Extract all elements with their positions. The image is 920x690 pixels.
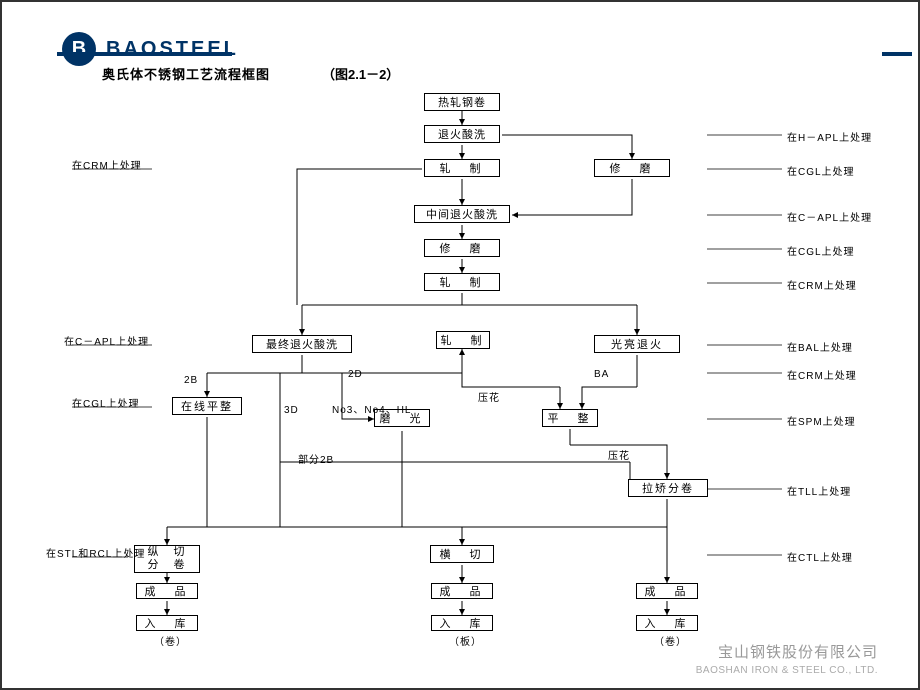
side-r6: 在BAL上处理 [787,339,853,354]
page-title: 奥氏体不锈钢工艺流程框图 [102,64,270,83]
node-finalap: 最终退火酸洗 [252,335,352,353]
side-r3: 在C－APL上处理 [787,209,872,224]
header-rule-left [57,52,232,56]
label-p2b: 部分2B [298,451,334,466]
footer-company-en: BAOSHAN IRON & STEEL CO., LTD. [696,665,878,676]
figure-number: （图2.1－2） [322,64,399,83]
side-r8: 在SPM上处理 [787,413,856,428]
logo-icon: B [62,32,96,66]
label-2d: 2D [348,369,363,380]
node-prod-c: 成 品 [431,583,493,599]
node-roll1: 轧 制 [424,159,500,177]
node-stock-c: 入 库 [431,615,493,631]
node-stock-r: 入 库 [636,615,698,631]
label-emb2: 压花 [608,447,630,462]
caption-c: （板） [449,633,482,648]
node-stock-l: 入 库 [136,615,198,631]
label-ba: BA [594,369,609,380]
node-midanneal: 中间退火酸洗 [414,205,510,223]
node-grind2: 修 磨 [424,239,500,257]
node-roll3: 轧 制 [436,331,490,349]
side-r1: 在H－APL上处理 [787,129,872,144]
header-rule-right [882,52,912,56]
node-anneal1: 退火酸洗 [424,125,500,143]
side-l3: 在CGL上处理 [72,395,140,410]
node-ba: 光亮退火 [594,335,680,353]
side-r7: 在CRM上处理 [787,367,857,382]
node-prod-l: 成 品 [136,583,198,599]
node-grind1: 修 磨 [594,159,670,177]
side-r2: 在CGL上处理 [787,163,855,178]
side-r5: 在CRM上处理 [787,277,857,292]
header: B BAOSTEEL [62,32,239,66]
node-shear: 横 切 [430,545,494,563]
side-l4: 在STL和RCL上处理 [46,545,145,560]
node-prod-r: 成 品 [636,583,698,599]
side-r4: 在CGL上处理 [787,243,855,258]
label-hl: No3、No4、HL [332,401,411,416]
label-3d: 3D [284,405,299,416]
brand-text: BAOSTEEL [106,38,239,61]
side-r9: 在TLL上处理 [787,483,851,498]
side-l1: 在CRM上处理 [72,157,142,172]
side-l2: 在C－APL上处理 [64,333,149,348]
side-r10: 在CTL上处理 [787,549,853,564]
label-emb: 压花 [478,389,500,404]
node-tll: 拉矫分卷 [628,479,708,497]
node-roll2: 轧 制 [424,273,500,291]
node-temper: 平 整 [542,409,598,427]
caption-r: （卷） [654,633,687,648]
label-2b: 2B [184,375,198,386]
flowchart: 热轧钢卷 退火酸洗 轧 制 修 磨 中间退火酸洗 修 磨 轧 制 最终退火酸洗 … [42,87,882,657]
node-inline: 在线平整 [172,397,242,415]
node-hotroll: 热轧钢卷 [424,93,500,111]
caption-l: （卷） [154,633,187,648]
